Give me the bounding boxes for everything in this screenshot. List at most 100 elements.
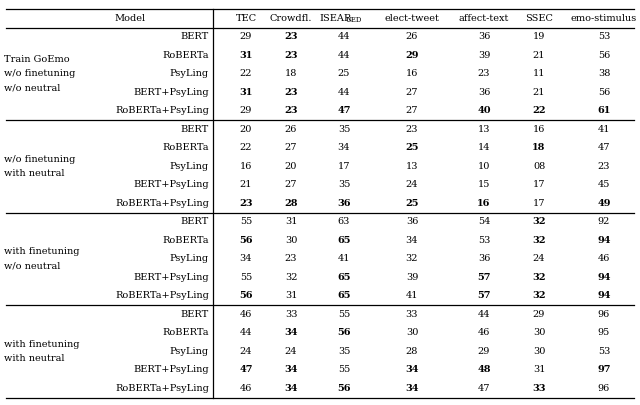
Text: 21: 21 — [240, 180, 252, 189]
Text: 34: 34 — [284, 384, 298, 393]
Text: Train GoEmo: Train GoEmo — [4, 55, 70, 64]
Text: w/o finetuning: w/o finetuning — [4, 155, 76, 164]
Text: 23: 23 — [477, 69, 490, 78]
Text: PsyLing: PsyLing — [170, 254, 209, 263]
Text: 92: 92 — [598, 217, 610, 226]
Text: 32: 32 — [532, 236, 546, 245]
Text: 31: 31 — [285, 217, 297, 226]
Text: 36: 36 — [478, 32, 490, 41]
Text: BERT+PsyLing: BERT+PsyLing — [133, 365, 209, 374]
Text: 29: 29 — [533, 310, 545, 319]
Text: 46: 46 — [598, 254, 610, 263]
Text: 25: 25 — [338, 69, 350, 78]
Text: 22: 22 — [532, 106, 546, 115]
Text: 31: 31 — [532, 365, 545, 374]
Text: 23: 23 — [284, 51, 298, 60]
Text: 41: 41 — [338, 254, 350, 263]
Text: 11: 11 — [532, 69, 545, 78]
Text: 35: 35 — [338, 180, 350, 189]
Text: 20: 20 — [240, 125, 252, 134]
Text: 53: 53 — [478, 236, 490, 245]
Text: 29: 29 — [478, 347, 490, 356]
Text: 47: 47 — [598, 143, 611, 152]
Text: 31: 31 — [239, 51, 253, 60]
Text: 22: 22 — [240, 143, 252, 152]
Text: 29: 29 — [240, 32, 252, 41]
Text: 46: 46 — [240, 384, 252, 393]
Text: BERT: BERT — [180, 125, 209, 134]
Text: 34: 34 — [284, 365, 298, 374]
Text: w/o finetuning: w/o finetuning — [4, 69, 76, 78]
Text: 55: 55 — [240, 273, 252, 282]
Text: 47: 47 — [477, 384, 490, 393]
Text: 44: 44 — [338, 88, 350, 97]
Text: 21: 21 — [532, 51, 545, 60]
Text: 54: 54 — [478, 217, 490, 226]
Text: 63: 63 — [338, 217, 350, 226]
Text: Model: Model — [115, 14, 145, 23]
Text: 41: 41 — [598, 125, 611, 134]
Text: 26: 26 — [406, 32, 418, 41]
Text: 17: 17 — [532, 199, 545, 208]
Text: 44: 44 — [338, 51, 350, 60]
Text: 56: 56 — [598, 88, 610, 97]
Text: 27: 27 — [406, 106, 419, 115]
Text: 23: 23 — [284, 32, 298, 41]
Text: RoBERTa: RoBERTa — [163, 51, 209, 60]
Text: 34: 34 — [406, 236, 419, 245]
Text: 36: 36 — [478, 254, 490, 263]
Text: 46: 46 — [240, 310, 252, 319]
Text: BERT: BERT — [180, 32, 209, 41]
Text: 32: 32 — [532, 291, 546, 300]
Text: BERT+PsyLing: BERT+PsyLing — [133, 88, 209, 97]
Text: 95: 95 — [598, 328, 610, 337]
Text: 40: 40 — [477, 106, 491, 115]
Text: RoBERTa+PsyLing: RoBERTa+PsyLing — [115, 384, 209, 393]
Text: 44: 44 — [240, 328, 252, 337]
Text: w/o neutral: w/o neutral — [4, 261, 60, 270]
Text: 94: 94 — [597, 291, 611, 300]
Text: 10: 10 — [478, 162, 490, 171]
Text: 18: 18 — [285, 69, 297, 78]
Text: 18: 18 — [532, 143, 546, 152]
Text: 48: 48 — [477, 365, 491, 374]
Text: 47: 47 — [337, 106, 351, 115]
Text: 53: 53 — [598, 32, 610, 41]
Text: 45: 45 — [598, 180, 610, 189]
Text: 36: 36 — [337, 199, 351, 208]
Text: 30: 30 — [533, 347, 545, 356]
Text: 49: 49 — [597, 199, 611, 208]
Text: 57: 57 — [477, 291, 491, 300]
Text: 32: 32 — [532, 217, 546, 226]
Text: 15: 15 — [478, 180, 490, 189]
Text: RoBERTa+PsyLing: RoBERTa+PsyLing — [115, 106, 209, 115]
Text: 23: 23 — [284, 88, 298, 97]
Text: 22: 22 — [240, 69, 252, 78]
Text: 46: 46 — [478, 328, 490, 337]
Text: 23: 23 — [239, 199, 253, 208]
Text: 96: 96 — [598, 310, 610, 319]
Text: 34: 34 — [284, 328, 298, 337]
Text: 17: 17 — [338, 162, 350, 171]
Text: with finetuning: with finetuning — [4, 340, 79, 349]
Text: 32: 32 — [406, 254, 419, 263]
Text: 33: 33 — [285, 310, 297, 319]
Text: RoBERTa+PsyLing: RoBERTa+PsyLing — [115, 291, 209, 300]
Text: affect-text: affect-text — [459, 14, 509, 23]
Text: 17: 17 — [532, 180, 545, 189]
Text: 24: 24 — [532, 254, 545, 263]
Text: elect-tweet: elect-tweet — [385, 14, 440, 23]
Text: 44: 44 — [477, 310, 490, 319]
Text: 28: 28 — [406, 347, 418, 356]
Text: 41: 41 — [406, 291, 419, 300]
Text: 27: 27 — [285, 180, 297, 189]
Text: 35: 35 — [338, 347, 350, 356]
Text: Crowdfl.: Crowdfl. — [269, 14, 312, 23]
Text: 56: 56 — [337, 328, 351, 337]
Text: 13: 13 — [477, 125, 490, 134]
Text: 29: 29 — [240, 106, 252, 115]
Text: 32: 32 — [285, 273, 297, 282]
Text: 36: 36 — [478, 88, 490, 97]
Text: w/o neutral: w/o neutral — [4, 83, 60, 92]
Text: 23: 23 — [285, 254, 297, 263]
